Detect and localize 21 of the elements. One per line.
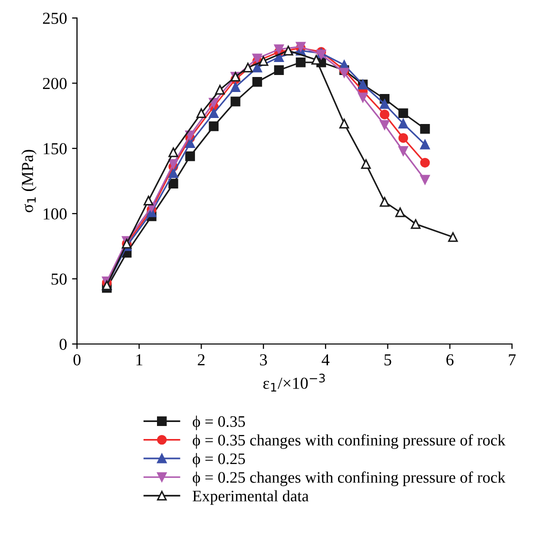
x-tick-label: 7 <box>508 354 516 366</box>
x-axis-title: ε$_{1}$/×10$^{−3}$ <box>263 374 325 392</box>
y-tick-label: 250 <box>43 12 67 24</box>
legend-label: ϕ = 0.35 changes with confining pressure of rock <box>192 434 506 449</box>
legend-label: ϕ = 0.25 <box>192 452 245 468</box>
y-axis-title: σ$_{1}$ (MPa) <box>21 150 37 212</box>
x-tick-label: 6 <box>446 354 454 366</box>
x-tick-label: 2 <box>198 354 205 366</box>
legend-label: Experimental data <box>192 490 309 505</box>
y-tick-label: 0 <box>60 338 67 350</box>
x-tick-label: 3 <box>260 354 267 366</box>
x-tick-label: 0 <box>73 354 81 366</box>
legend-label: ϕ = 0.25 changes with confining pressure of rock <box>192 471 506 486</box>
legend-label: ϕ = 0.35 <box>192 416 245 430</box>
y-tick-label: 100 <box>44 208 67 220</box>
y-tick-label: 150 <box>44 143 67 154</box>
x-tick-label: 1 <box>136 354 142 366</box>
y-tick-label: 200 <box>43 78 67 90</box>
y-tick-label: 50 <box>52 274 67 285</box>
x-tick-label: 4 <box>322 354 330 366</box>
x-tick-label: 5 <box>384 354 392 366</box>
